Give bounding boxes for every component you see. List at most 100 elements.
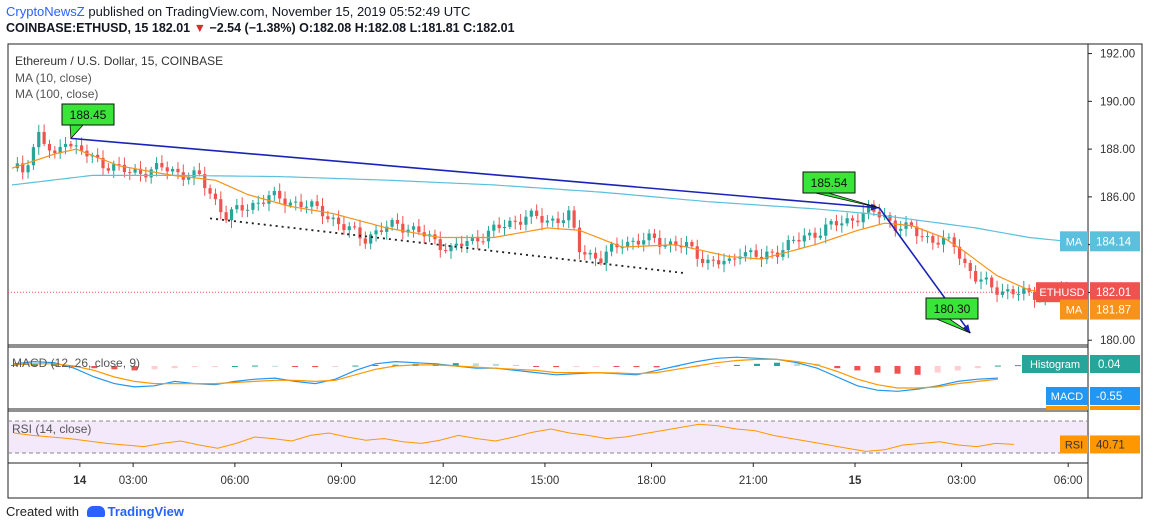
candle-body: [149, 169, 153, 178]
candle-body: [63, 143, 68, 147]
candle-body: [138, 168, 143, 174]
axis-tag-label: ETHUSD: [1039, 287, 1084, 299]
histogram-bar: [1015, 365, 1021, 367]
candle-body: [888, 215, 892, 221]
candle-body: [786, 240, 790, 251]
axis-tag-label: RSI: [1065, 439, 1083, 451]
axis-tag-value: 182.01: [1096, 287, 1131, 299]
histogram-bar: [954, 366, 961, 371]
histogram-bar: [753, 363, 760, 366]
axis-tag-value: 181.87: [1096, 305, 1131, 317]
candle-body: [460, 243, 464, 247]
axis-tag-value: 184.14: [1096, 236, 1132, 248]
candle-body: [808, 232, 812, 236]
candle-body: [695, 246, 699, 259]
histogram-bar: [171, 366, 178, 369]
candle-body: [1011, 289, 1015, 295]
candle-body: [749, 250, 753, 253]
candle-body: [545, 220, 549, 223]
axis-tag-label: MA: [1066, 236, 1083, 248]
candle-body: [401, 223, 405, 233]
time-tick-label: 14: [73, 475, 86, 487]
price-tick-label: 180.00: [1100, 335, 1135, 347]
candle-body: [529, 210, 533, 217]
candle-body: [909, 222, 913, 227]
candle-body: [497, 224, 501, 229]
publish-info: CryptoNewsZ published on TradingView.com…: [6, 4, 470, 19]
candle-body: [229, 209, 234, 221]
symbol-info: COINBASE:ETHUSD, 15 182.01 ▼ −2.54 (−1.3…: [6, 21, 515, 35]
histogram-bar: [974, 366, 981, 369]
symbol-price: 182.01: [151, 21, 191, 35]
candle-body: [984, 277, 988, 280]
candle-body: [792, 239, 796, 241]
candle-body: [899, 228, 903, 231]
candle-body: [722, 260, 726, 265]
candle-body: [631, 240, 635, 242]
candle-body: [21, 163, 25, 173]
candle-body: [106, 168, 110, 171]
candle-body: [834, 221, 839, 226]
callout-box: [61, 103, 115, 126]
candle-body: [829, 221, 833, 225]
candle-body: [101, 158, 105, 169]
candle-body: [262, 202, 266, 204]
candle-body: [604, 251, 608, 264]
candle-body: [701, 258, 705, 264]
candle-body: [417, 226, 421, 233]
axis-tag-label: MA: [1066, 305, 1083, 317]
candle-body: [652, 233, 657, 238]
publisher-name[interactable]: CryptoNewsZ: [6, 4, 85, 19]
candle-body: [1022, 288, 1026, 294]
candle-body: [438, 239, 442, 251]
candle-body: [920, 236, 924, 238]
candle-body: [968, 263, 972, 271]
rsi-axis-tag: RSI 40.71: [1060, 435, 1140, 454]
candle-body: [192, 170, 196, 178]
candle-body: [818, 235, 822, 238]
axis-tag-right: [1090, 231, 1140, 252]
candle-body: [931, 236, 935, 243]
candle-body: [845, 218, 849, 224]
candle-body: [74, 145, 78, 147]
tradingview-logo-icon: [86, 506, 105, 517]
candle-body: [743, 252, 748, 257]
candle-body: [866, 204, 871, 213]
histogram-bar: [613, 366, 620, 367]
candle-body: [160, 163, 164, 168]
axis-tag-right: [1090, 387, 1140, 405]
candle-body: [267, 195, 271, 204]
candle-body: [963, 258, 967, 264]
histogram-bar: [894, 366, 901, 374]
histogram-bar: [211, 366, 218, 368]
candle-body: [256, 202, 260, 204]
histogram-bar: [774, 362, 781, 366]
callout-box: [925, 297, 979, 320]
candle-body: [117, 164, 121, 166]
histogram-bar: [513, 364, 519, 366]
candle-body: [96, 154, 100, 159]
candle-body: [251, 202, 255, 210]
candle-body: [240, 205, 244, 211]
candle-body: [79, 145, 84, 151]
candle-body: [288, 202, 292, 206]
candle-body: [128, 172, 132, 174]
candle-body: [893, 220, 897, 231]
tradingview-brand[interactable]: TradingView: [107, 504, 184, 519]
candle-body: [936, 242, 940, 245]
candle-body: [42, 131, 46, 144]
candle-body: [684, 241, 689, 248]
candle-body: [636, 240, 640, 245]
candle-body: [765, 251, 769, 260]
candle-body: [385, 226, 389, 232]
candle-body: [336, 217, 341, 225]
axis-tag-label: MACD: [1051, 391, 1083, 403]
time-tick-label: 12:00: [429, 475, 458, 487]
candle-body: [588, 252, 592, 255]
candle-body: [925, 236, 930, 238]
axis-tag-left: [1060, 231, 1088, 252]
macd-axis-tag: MACD -0.55: [1046, 387, 1140, 405]
candle-body: [47, 143, 52, 151]
candle-body: [727, 258, 731, 261]
